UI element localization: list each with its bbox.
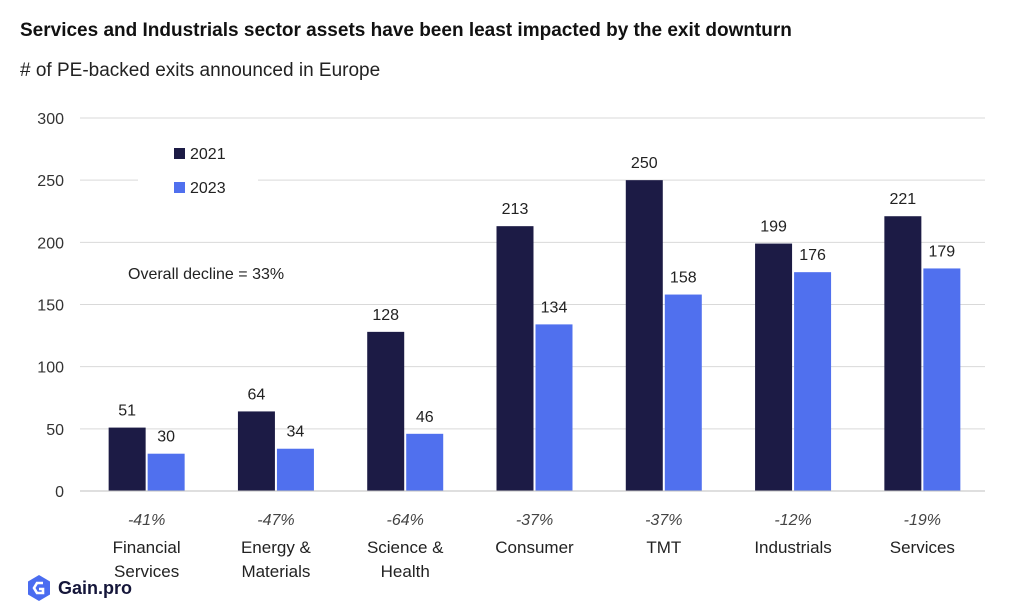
y-tick-label: 300 bbox=[37, 111, 64, 128]
change-label: -12% bbox=[774, 512, 811, 529]
x-tick-label: Health bbox=[381, 562, 430, 581]
change-label: -37% bbox=[645, 512, 682, 529]
bar-2021 bbox=[625, 180, 663, 491]
bar-2023 bbox=[794, 272, 832, 491]
bar-2021 bbox=[755, 243, 793, 491]
data-label: 46 bbox=[416, 409, 434, 426]
legend-label: 2023 bbox=[190, 180, 226, 197]
x-tick-label: Materials bbox=[241, 562, 310, 581]
data-label: 158 bbox=[670, 270, 697, 287]
y-tick-label: 100 bbox=[37, 360, 64, 377]
legend-label: 2021 bbox=[190, 146, 226, 163]
x-tick-label: Consumer bbox=[495, 538, 574, 557]
change-label: -64% bbox=[387, 512, 424, 529]
change-label: -47% bbox=[257, 512, 294, 529]
data-label: 30 bbox=[157, 429, 175, 446]
bar-2023 bbox=[276, 448, 314, 491]
x-tick-label: Industrials bbox=[754, 538, 831, 557]
legend-swatch-2023 bbox=[174, 182, 185, 193]
x-tick-label: TMT bbox=[646, 538, 681, 557]
data-label: 51 bbox=[118, 403, 136, 420]
change-label: -37% bbox=[516, 512, 553, 529]
y-tick-label: 150 bbox=[37, 298, 64, 315]
bar-2023 bbox=[147, 453, 185, 491]
bar-2021 bbox=[884, 216, 922, 491]
chart-title: Services and Industrials sector assets h… bbox=[20, 20, 792, 41]
bar-2021 bbox=[367, 331, 405, 491]
x-tick-label: Financial bbox=[113, 538, 181, 557]
change-label: -41% bbox=[128, 512, 165, 529]
bar-2023 bbox=[535, 324, 573, 491]
bar-2023 bbox=[923, 268, 961, 491]
y-tick-label: 50 bbox=[46, 422, 64, 439]
x-tick-label: Energy & bbox=[241, 538, 312, 557]
legend-swatch-2021 bbox=[174, 148, 185, 159]
bar-2023 bbox=[406, 433, 444, 491]
data-label: 34 bbox=[287, 424, 305, 441]
y-tick-label: 250 bbox=[37, 173, 64, 190]
data-label: 250 bbox=[631, 155, 658, 172]
data-label: 213 bbox=[502, 201, 529, 218]
x-tick-label: Services bbox=[114, 562, 179, 581]
data-label: 64 bbox=[248, 386, 266, 403]
y-tick-label: 0 bbox=[55, 484, 64, 501]
overall-decline-annotation: Overall decline = 33% bbox=[128, 266, 284, 283]
data-label: 179 bbox=[929, 243, 956, 260]
y-tick-label: 200 bbox=[37, 235, 64, 252]
data-label: 134 bbox=[541, 299, 568, 316]
gain-logo-icon bbox=[28, 575, 50, 601]
data-label: 199 bbox=[760, 219, 787, 236]
brand-logo: Gain.pro bbox=[26, 574, 132, 602]
data-label: 221 bbox=[890, 191, 917, 208]
x-tick-label: Services bbox=[890, 538, 955, 557]
data-label: 128 bbox=[372, 307, 399, 324]
x-tick-label: Science & bbox=[367, 538, 444, 557]
bar-2021 bbox=[237, 411, 275, 491]
bar-2021 bbox=[108, 427, 146, 491]
change-label: -19% bbox=[904, 512, 941, 529]
chart-subtitle: # of PE-backed exits announced in Europe bbox=[20, 60, 381, 81]
brand-name: Gain.pro bbox=[58, 577, 133, 598]
legend-background bbox=[138, 140, 258, 204]
bar-2023 bbox=[664, 294, 702, 491]
bar-2021 bbox=[496, 226, 534, 492]
data-label: 176 bbox=[799, 247, 826, 264]
